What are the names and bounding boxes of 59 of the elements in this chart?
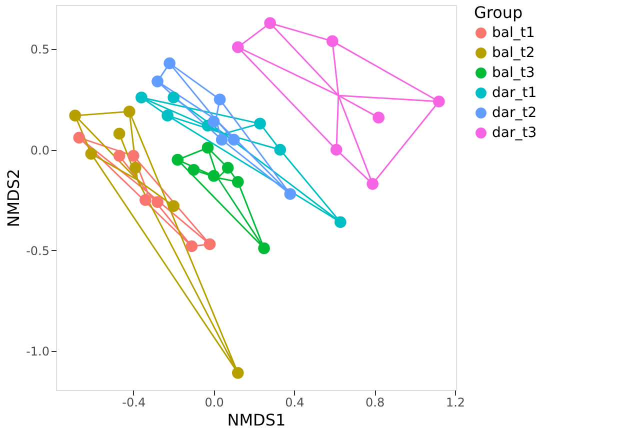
- y-tick-label: 0.5: [30, 42, 50, 57]
- point: [372, 112, 385, 124]
- legend-label: dar_t3: [492, 125, 537, 141]
- point: [433, 96, 445, 108]
- y-tick-label: -0.5: [26, 244, 50, 258]
- point: [222, 162, 234, 174]
- point: [162, 110, 174, 122]
- y-axis-title: NMDS2: [4, 168, 24, 228]
- y-tick-label: 0.0: [30, 143, 50, 158]
- point: [73, 132, 86, 144]
- point: [164, 57, 176, 70]
- y-tick-label: -1.0: [26, 344, 50, 358]
- point: [258, 242, 270, 254]
- x-axis-title: NMDS1: [227, 410, 286, 430]
- point: [152, 75, 164, 88]
- point: [216, 134, 228, 146]
- point: [168, 200, 180, 212]
- point: [140, 194, 152, 206]
- point: [214, 94, 226, 106]
- legend-title: Group: [474, 3, 523, 22]
- x-tick-label: 1.2: [446, 396, 466, 410]
- point: [274, 144, 286, 156]
- point: [334, 216, 346, 228]
- x-tick-label: -0.4: [122, 396, 146, 410]
- point: [208, 170, 220, 182]
- point: [136, 92, 148, 104]
- point: [202, 142, 214, 154]
- point: [69, 110, 82, 122]
- point: [127, 150, 140, 162]
- point: [284, 188, 296, 200]
- point: [129, 162, 142, 174]
- x-tick-label: 0.0: [204, 396, 224, 410]
- point: [232, 41, 244, 54]
- legend-label: bal_t1: [492, 25, 535, 41]
- x-tick-label: 0.8: [366, 396, 385, 410]
- point: [113, 128, 126, 140]
- point: [152, 196, 164, 208]
- point: [366, 178, 378, 190]
- point: [204, 238, 216, 250]
- legend-label: bal_t3: [492, 65, 535, 81]
- point: [228, 134, 240, 146]
- point: [326, 35, 338, 48]
- point: [168, 92, 180, 104]
- legend-label: dar_t2: [492, 105, 537, 121]
- point: [264, 17, 276, 29]
- legend-label: dar_t1: [492, 85, 537, 101]
- point: [172, 154, 184, 166]
- point: [186, 240, 198, 252]
- point: [208, 116, 220, 128]
- point: [123, 106, 136, 118]
- point: [85, 148, 98, 160]
- point: [232, 367, 244, 379]
- point: [188, 164, 200, 176]
- legend-label: bal_t2: [492, 45, 535, 61]
- point: [232, 176, 244, 188]
- point: [330, 144, 342, 156]
- x-tick-label: 0.4: [285, 396, 304, 410]
- point: [113, 150, 126, 162]
- point: [254, 118, 266, 130]
